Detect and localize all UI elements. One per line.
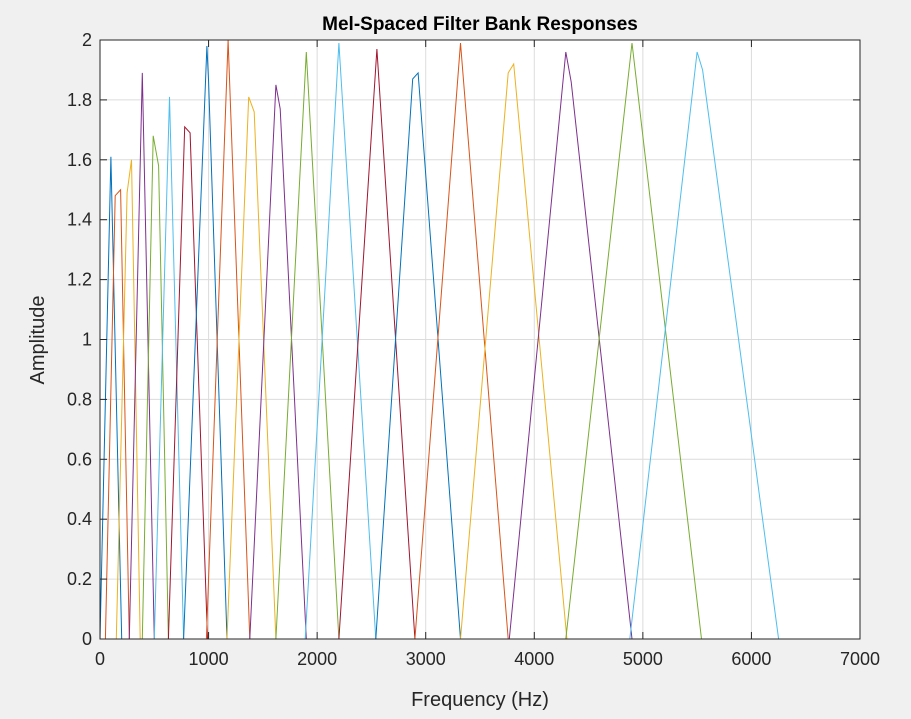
y-tick-label: 1 <box>82 330 92 350</box>
x-tick-label: 7000 <box>840 649 880 669</box>
x-tick-labels: 0 1000 2000 3000 4000 5000 6000 7000 <box>95 649 880 669</box>
grid-lines <box>100 40 860 639</box>
x-tick-label: 3000 <box>406 649 446 669</box>
y-tick-label: 1.2 <box>67 270 92 290</box>
x-axis-label: Frequency (Hz) <box>411 689 549 711</box>
y-axis-label: Amplitude <box>27 296 49 385</box>
y-tick-label: 1.8 <box>67 90 92 110</box>
tick-marks <box>99 39 861 640</box>
y-tick-label: 0.2 <box>67 569 92 589</box>
x-tick-label: 0 <box>95 649 105 669</box>
y-tick-label: 0.6 <box>67 449 92 469</box>
y-tick-label: 1.6 <box>67 150 92 170</box>
chart-title: Mel-Spaced Filter Bank Responses <box>322 14 638 35</box>
x-tick-label: 2000 <box>297 649 337 669</box>
x-tick-label: 6000 <box>731 649 771 669</box>
y-tick-label: 0.4 <box>67 509 92 529</box>
y-tick-label: 0.8 <box>67 389 92 409</box>
x-tick-label: 5000 <box>623 649 663 669</box>
y-tick-label: 0 <box>82 629 92 649</box>
x-tick-label: 4000 <box>514 649 554 669</box>
y-tick-label: 1.4 <box>67 210 92 230</box>
x-tick-label: 1000 <box>189 649 229 669</box>
y-tick-labels: 0 0.2 0.4 0.6 0.8 1 1.2 1.4 1.6 1.8 2 <box>67 30 92 649</box>
y-tick-label: 2 <box>82 30 92 50</box>
